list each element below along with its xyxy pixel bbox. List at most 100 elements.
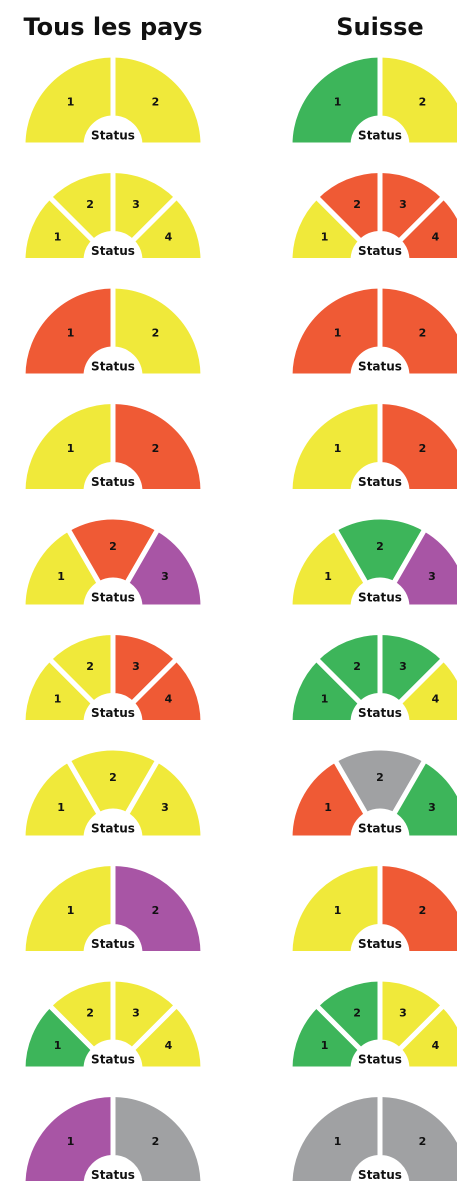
gauge-segment <box>287 860 383 956</box>
gauge-segment <box>287 398 383 494</box>
segment-label: 2 <box>152 1135 160 1148</box>
gauge-segment <box>395 655 457 725</box>
segment-label: 1 <box>321 693 329 706</box>
segment-label: 2 <box>353 198 361 211</box>
gauge-segment <box>390 525 457 610</box>
segment-label: 4 <box>165 1039 173 1052</box>
segment-label: 4 <box>165 231 173 244</box>
gauge-segment <box>20 283 116 379</box>
gauge-segment <box>110 398 206 494</box>
segment-label: 1 <box>54 693 62 706</box>
gauge-segment <box>287 52 383 148</box>
segment-label: 4 <box>432 1039 440 1052</box>
status-label: Status <box>358 937 402 951</box>
segment-label: 4 <box>432 693 440 706</box>
status-label: Status <box>91 360 135 374</box>
segment-label: 1 <box>324 801 332 814</box>
status-label: Status <box>91 475 135 489</box>
gauge-segment <box>128 1001 206 1072</box>
segment-label: 1 <box>57 570 65 583</box>
segment-label: 2 <box>419 96 427 109</box>
status-label: Status <box>358 360 402 374</box>
segment-label: 2 <box>86 1007 94 1020</box>
gauge-segment <box>377 860 457 956</box>
segment-label: 1 <box>334 442 342 455</box>
segment-label: 2 <box>152 442 160 455</box>
status-label: Status <box>91 1168 135 1181</box>
status-label: Status <box>91 591 135 605</box>
gauge-segment <box>20 52 116 148</box>
status-label: Status <box>91 822 135 836</box>
segment-label: 2 <box>152 327 160 340</box>
gauge-segment <box>110 1091 206 1181</box>
segment-label: 2 <box>419 442 427 455</box>
segment-label: 3 <box>399 198 407 211</box>
segment-label: 2 <box>152 96 160 109</box>
gauge-segment <box>287 1091 383 1181</box>
status-label: Status <box>91 244 135 258</box>
gauge-segment <box>123 756 206 841</box>
gauge-segment <box>377 1091 457 1181</box>
status-label: Status <box>358 475 402 489</box>
segment-label: 3 <box>132 198 140 211</box>
segment-label: 3 <box>132 660 140 673</box>
status-label: Status <box>358 129 402 143</box>
status-label: Status <box>91 706 135 720</box>
header-all: Tous les pays <box>23 13 202 41</box>
segment-label: 2 <box>86 660 94 673</box>
status-label: Status <box>358 244 402 258</box>
segment-label: 3 <box>399 1007 407 1020</box>
segment-label: 3 <box>161 570 169 583</box>
segment-label: 2 <box>376 771 384 784</box>
segment-label: 2 <box>109 771 117 784</box>
segment-label: 1 <box>67 96 75 109</box>
segment-label: 3 <box>428 570 436 583</box>
gauge-segment <box>110 283 206 379</box>
gauge-segment <box>287 525 370 610</box>
segment-label: 3 <box>428 801 436 814</box>
segment-label: 4 <box>432 231 440 244</box>
gauge-segment <box>287 283 383 379</box>
segment-label: 2 <box>376 540 384 553</box>
gauge-segment <box>128 193 206 263</box>
segment-label: 3 <box>161 801 169 814</box>
segment-label: 1 <box>57 801 65 814</box>
segment-label: 1 <box>334 327 342 340</box>
gauge-segment <box>110 52 206 148</box>
status-label: Status <box>91 1053 135 1067</box>
segment-label: 2 <box>353 660 361 673</box>
segment-label: 4 <box>165 693 173 706</box>
status-label: Status <box>358 1053 402 1067</box>
gauge-segment <box>20 398 116 494</box>
segment-label: 2 <box>152 904 160 917</box>
gauge-segment <box>395 193 457 263</box>
status-label: Status <box>358 1168 402 1181</box>
segment-label: 2 <box>353 1007 361 1020</box>
segment-label: 1 <box>67 327 75 340</box>
status-label: Status <box>358 822 402 836</box>
segment-label: 1 <box>67 442 75 455</box>
segment-label: 1 <box>67 1135 75 1148</box>
status-label: Status <box>91 937 135 951</box>
status-label: Status <box>358 591 402 605</box>
gauge-segment <box>390 756 457 841</box>
segment-label: 2 <box>419 327 427 340</box>
segment-label: 2 <box>419 1135 427 1148</box>
segment-label: 1 <box>334 904 342 917</box>
segment-label: 1 <box>67 904 75 917</box>
gauge-segment <box>395 1001 457 1072</box>
gauge-segment <box>20 1091 116 1181</box>
segment-label: 2 <box>419 904 427 917</box>
gauge-segment <box>20 756 103 841</box>
segment-label: 3 <box>399 660 407 673</box>
segment-label: 1 <box>54 231 62 244</box>
segment-label: 1 <box>321 1039 329 1052</box>
gauge-segment <box>110 860 206 956</box>
header-suisse: Suisse <box>336 13 423 41</box>
segment-label: 3 <box>132 1007 140 1020</box>
gauge-segment <box>377 283 457 379</box>
gauge-segment <box>287 756 370 841</box>
segment-label: 1 <box>334 96 342 109</box>
